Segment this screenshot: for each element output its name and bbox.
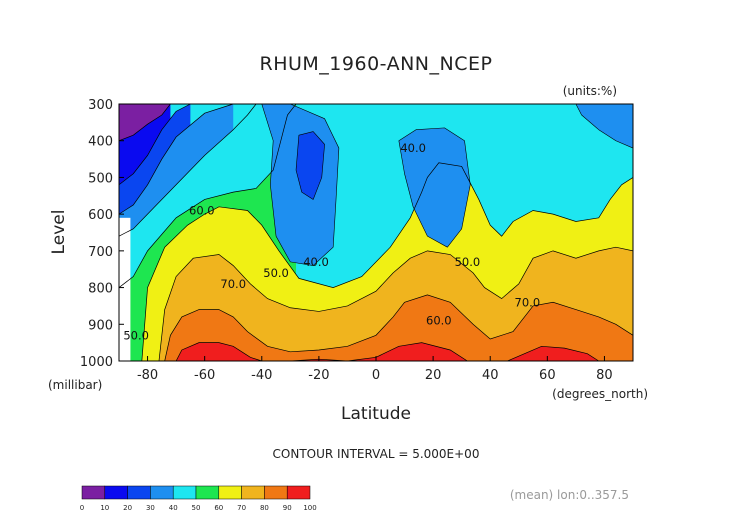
contour-line-60-70: [119, 162, 634, 362]
colorbar-swatch: [172, 485, 197, 500]
colorbar-swatch: [81, 485, 106, 500]
colorbar-tick-label: 90: [283, 504, 292, 512]
x-tick-label: -20: [308, 368, 329, 383]
contour-label: 40.0: [400, 141, 426, 155]
y-axis-title: Level: [49, 210, 69, 255]
contour-line-30-40: [118, 103, 234, 215]
missing-data-strip: [119, 217, 131, 361]
colorbar-tick-label: 50: [192, 504, 201, 512]
contour-line-40-50: [118, 103, 257, 237]
contour-line-70-80: [119, 246, 634, 362]
contour-label: 50.0: [455, 255, 481, 269]
colorbar-tick-label: 10: [100, 504, 109, 512]
contour-label: 50.0: [263, 266, 289, 280]
colorbar-swatch: [195, 485, 220, 500]
colorbar: 0 10 20 30 40 50 60 70 80 90 100: [80, 485, 317, 512]
minimum-north: [398, 127, 471, 248]
x-axis: -80 -60 -40 -20 0 20 40 60 80: [137, 356, 613, 383]
colorbar-tick-label: 0: [80, 504, 84, 512]
colorbar-tick-label: 60: [214, 504, 223, 512]
contour-line-layer: [118, 103, 634, 362]
y-tick-label: 400: [88, 135, 113, 150]
x-axis-title: Latitude: [341, 404, 411, 424]
contour-line-20-30: [118, 103, 191, 186]
y-tick-label: 1000: [80, 355, 113, 370]
y-tick-label: 600: [88, 208, 113, 223]
footer-mean-label: (mean) lon:0..357.5: [510, 488, 629, 502]
y-axis: 300 400 500 600 700 800 900 1000: [80, 98, 124, 370]
x-tick-label: -80: [137, 368, 158, 383]
y-tick-label: 700: [88, 245, 113, 260]
colorbar-swatch: [264, 485, 288, 500]
x-tick-label: 0: [372, 368, 380, 383]
colorbar-swatch: [127, 485, 151, 500]
contour-label: 70.0: [220, 277, 246, 291]
units-label: (units:%): [563, 84, 617, 98]
contour-minima-layer: [261, 103, 634, 266]
chart-title: RHUM_1960-ANN_NCEP: [260, 53, 493, 75]
contour-line-50-60: [118, 103, 297, 288]
band-90-100: [119, 342, 599, 361]
colorbar-tick-label: 30: [146, 504, 155, 512]
colorbar-swatch: [150, 485, 174, 500]
band-0-10: [119, 104, 171, 141]
band-80-90: [119, 294, 633, 361]
colorbar-tick-label: 80: [260, 504, 269, 512]
x-unit-label: (degrees_north): [552, 387, 648, 401]
x-tick-label: 60: [539, 368, 556, 383]
minimum-south-inner: [295, 131, 325, 200]
contour-line-90-100: [119, 342, 599, 362]
colorbar-tick-label: 100: [303, 504, 316, 512]
contour-line-10-20: [118, 103, 171, 142]
contour-label: 60.0: [189, 203, 215, 217]
colorbar-swatch: [104, 485, 128, 500]
x-tick-label: -40: [251, 368, 272, 383]
colorbar-tick-label: 20: [123, 504, 132, 512]
x-tick-label: -60: [194, 368, 215, 383]
colorbar-swatch: [286, 485, 311, 500]
contour-label: 40.0: [303, 255, 329, 269]
colorbar-tick-label: 70: [237, 504, 246, 512]
x-tick-label: 80: [596, 368, 613, 383]
contour-label-layer: 40.0 60.0 50.0 40.0 50.0 70.0 60.0 70.0 50.0: [123, 141, 540, 342]
contour-label: 60.0: [426, 314, 452, 328]
colorbar-swatch: [241, 485, 265, 500]
contour-label: 70.0: [515, 295, 541, 309]
contour-interval-label: CONTOUR INTERVAL = 5.000E+00: [273, 447, 480, 461]
y-tick-label: 800: [88, 282, 113, 297]
colorbar-tick-label: 40: [169, 504, 178, 512]
colorbar-swatch: [218, 485, 242, 500]
x-tick-label: 40: [482, 368, 499, 383]
contour-fill-layer: [119, 104, 633, 361]
contour-label: 50.0: [123, 328, 149, 342]
y-tick-label: 900: [88, 318, 113, 333]
contour-line-80-90: [119, 294, 634, 362]
y-unit-label: (millibar): [48, 378, 102, 392]
y-tick-label: 500: [88, 171, 113, 186]
x-tick-label: 20: [425, 368, 442, 383]
y-tick-label: 300: [88, 98, 113, 113]
